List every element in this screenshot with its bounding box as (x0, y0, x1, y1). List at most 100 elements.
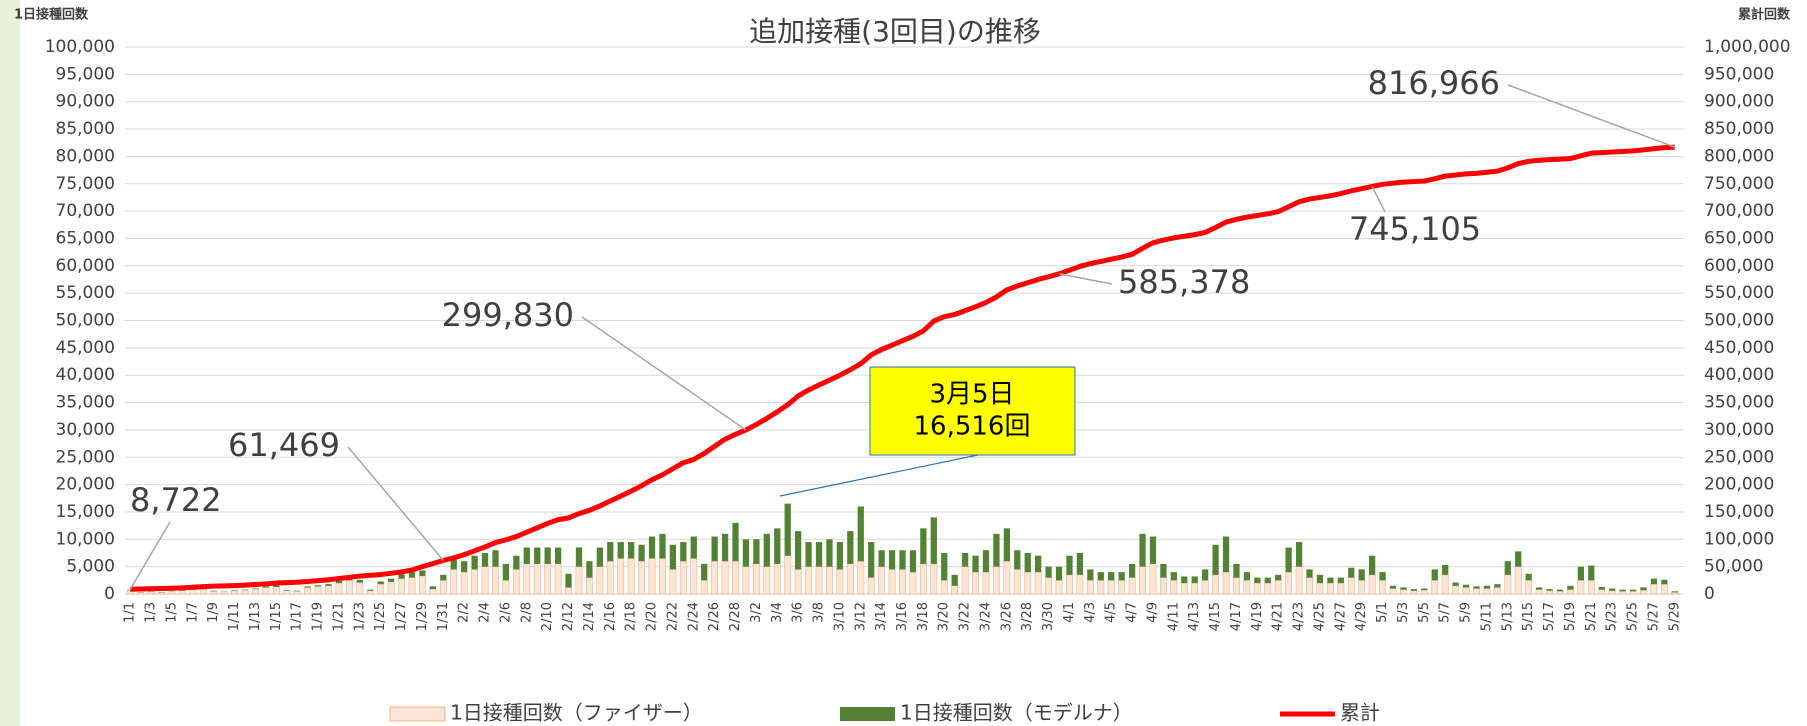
bar (439, 580, 447, 595)
bar (231, 590, 239, 595)
x-tick-label: 2/22 (665, 602, 680, 631)
x-tick-label: 2/6 (498, 602, 513, 623)
bar (951, 585, 959, 595)
bar (231, 590, 238, 591)
bar (1368, 574, 1376, 595)
y2-tick-label: 1,000,000 (1704, 37, 1791, 57)
x-tick-label: 3/18 (916, 602, 931, 631)
bar (805, 566, 813, 595)
x-tick-label: 4/13 (1187, 602, 1202, 631)
bar (899, 550, 906, 570)
bar (1431, 569, 1438, 581)
bar (1587, 580, 1595, 595)
bar (1170, 580, 1178, 595)
bar (1431, 580, 1439, 595)
bar (450, 555, 457, 570)
leader-line (129, 521, 171, 590)
bar (1650, 578, 1658, 585)
bar (1483, 588, 1491, 595)
y-axis-title: 1日接種回数 (14, 7, 89, 23)
bar (836, 542, 844, 570)
bar (127, 589, 134, 591)
bar (1086, 580, 1094, 595)
bar (1588, 565, 1595, 581)
bar (1316, 574, 1324, 584)
bar (1274, 580, 1282, 595)
x-tick-label: 1/25 (373, 602, 388, 631)
bar (1014, 550, 1021, 570)
bar (1076, 552, 1084, 575)
x-tick-label: 4/25 (1312, 602, 1327, 631)
bar (408, 572, 416, 578)
x-tick-label: 1/21 (331, 602, 346, 631)
y2-tick-label: 250,000 (1704, 447, 1774, 467)
bar (1629, 590, 1637, 595)
bar (147, 591, 155, 595)
y-tick-label: 50,000 (56, 311, 115, 331)
legend-label: 1日接種回数（モデルナ） (900, 701, 1133, 725)
bar (241, 589, 249, 595)
bar (1441, 574, 1449, 595)
x-tick-label: 2/16 (603, 602, 618, 631)
x-tick-label: 2/4 (478, 602, 493, 623)
data-label: 8,722 (130, 481, 222, 519)
bar (1473, 586, 1480, 589)
bar (1034, 571, 1042, 595)
bar (867, 577, 875, 595)
x-tick-label: 1/17 (290, 602, 305, 631)
bar (1452, 585, 1460, 595)
bar (1128, 577, 1136, 595)
bar (1504, 561, 1511, 575)
bar (1493, 587, 1501, 595)
bar (1598, 586, 1605, 590)
leader-line (1507, 84, 1676, 148)
x-tick-label: 1/15 (269, 602, 284, 631)
bar (805, 542, 812, 567)
y2-tick-label: 750,000 (1704, 174, 1774, 194)
bar (1181, 576, 1188, 584)
x-tick-label: 2/26 (707, 602, 722, 631)
x-tick-label: 4/9 (1145, 602, 1160, 623)
bar (1640, 589, 1647, 595)
y2-tick-label: 800,000 (1704, 146, 1774, 166)
bar (721, 533, 729, 562)
bar (283, 590, 290, 591)
x-tick-label: 5/3 (1396, 602, 1411, 623)
bar (1275, 574, 1282, 581)
y2-tick-label: 300,000 (1704, 420, 1774, 440)
bar (1024, 571, 1032, 595)
bar (868, 542, 875, 578)
bar (711, 560, 719, 595)
bar (345, 580, 353, 595)
y2-tick-label: 150,000 (1704, 502, 1774, 522)
bar (1170, 572, 1177, 581)
bar (481, 552, 489, 567)
bar (648, 558, 656, 595)
bar (1640, 587, 1647, 591)
bar (398, 578, 405, 595)
x-tick-label: 5/15 (1521, 602, 1536, 631)
bar (1473, 588, 1480, 595)
bar (826, 539, 833, 567)
leader-line (581, 316, 747, 431)
bar (899, 569, 906, 595)
chart-area (20, 0, 1807, 726)
x-tick-label: 4/1 (1062, 602, 1077, 623)
callout-box (869, 366, 1076, 456)
bar (992, 566, 1000, 595)
bar (1483, 585, 1491, 589)
bar (763, 566, 771, 595)
bar (1316, 582, 1324, 595)
bar (586, 561, 593, 578)
bar (1149, 563, 1157, 595)
data-label: 816,966 (1368, 64, 1500, 102)
bar (888, 550, 896, 570)
bar (1003, 560, 1011, 595)
bar (982, 550, 990, 573)
legend-label: 1日接種回数（ファイザー） (450, 701, 703, 725)
x-tick-label: 1/29 (415, 602, 430, 631)
callout-text: 16,516回 (914, 412, 1031, 442)
bar (1180, 582, 1188, 595)
bar (544, 547, 551, 564)
x-tick-label: 1/11 (227, 602, 242, 631)
